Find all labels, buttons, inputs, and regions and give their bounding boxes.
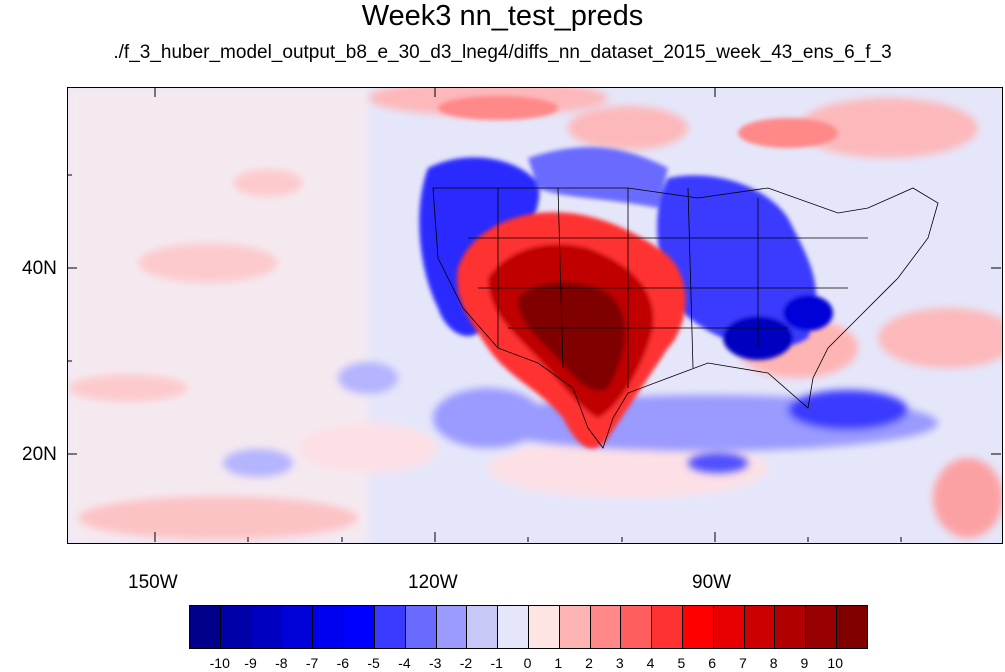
- colorbar-label: -8: [275, 655, 288, 671]
- colorbar-swatch: [713, 606, 745, 648]
- colorbar-label: 0: [523, 655, 532, 671]
- colorbar-label: -7: [305, 655, 319, 671]
- colorbar-swatch: [405, 606, 437, 648]
- colorbar-label: -4: [398, 655, 411, 671]
- colorbar-swatch: [775, 606, 807, 648]
- map-subtitle: ./f_3_huber_model_output_b8_e_30_d3_lneg…: [113, 42, 892, 63]
- colorbar-swatch: [498, 606, 529, 648]
- colorbar-label: 8: [769, 655, 778, 671]
- colorbar-label: 4: [646, 655, 655, 671]
- colorbar-swatch: [744, 606, 776, 648]
- colorbar-label: 3: [615, 655, 624, 671]
- colorbar-swatch: [220, 606, 252, 648]
- colorbar-swatch: [374, 606, 406, 648]
- x-tick-120w: 120W: [408, 572, 458, 593]
- map-plot-area: [67, 87, 1003, 544]
- colorbar-label: 7: [739, 655, 747, 671]
- y-tick-20n: 20N: [22, 444, 57, 465]
- colorbar-label: -6: [336, 655, 350, 671]
- colorbar-swatch: [652, 606, 683, 648]
- colorbar-swatch: [837, 606, 867, 648]
- colorbar-swatch: [313, 606, 345, 648]
- colorbar-swatch: [806, 606, 838, 648]
- colorbar-label: -3: [428, 655, 442, 671]
- colorbar-label: -5: [367, 655, 380, 671]
- colorbar-swatch: [683, 606, 714, 648]
- colorbar-label: -9: [244, 655, 257, 671]
- colorbar: [189, 605, 868, 649]
- colorbar-label: 6: [708, 655, 717, 671]
- colorbar-label: 5: [677, 655, 686, 671]
- colorbar-label: -2: [459, 655, 473, 671]
- colorbar-swatch: [621, 606, 653, 648]
- colorbar-swatch: [251, 606, 283, 648]
- colorbar-label: 2: [585, 655, 593, 671]
- colorbar-label: 10: [827, 655, 844, 671]
- colorbar-swatch: [528, 606, 560, 648]
- anomaly-field: [68, 88, 1002, 543]
- colorbar-swatch: [590, 606, 622, 648]
- colorbar-label: -10: [209, 655, 230, 671]
- map-title: Week3 nn_test_preds: [361, 0, 644, 32]
- colorbar-swatch: [282, 606, 314, 648]
- colorbar-swatch: [190, 606, 221, 648]
- colorbar-swatch: [344, 606, 375, 648]
- colorbar-label: 1: [554, 655, 563, 671]
- colorbar-swatch: [559, 606, 591, 648]
- colorbar-label: -1: [490, 655, 503, 671]
- x-tick-150w: 150W: [128, 572, 178, 593]
- y-tick-40n: 40N: [22, 258, 57, 279]
- x-tick-90w: 90W: [692, 572, 732, 593]
- colorbar-swatch: [467, 606, 499, 648]
- colorbar-label: 9: [800, 655, 809, 671]
- colorbar-swatch: [436, 606, 468, 648]
